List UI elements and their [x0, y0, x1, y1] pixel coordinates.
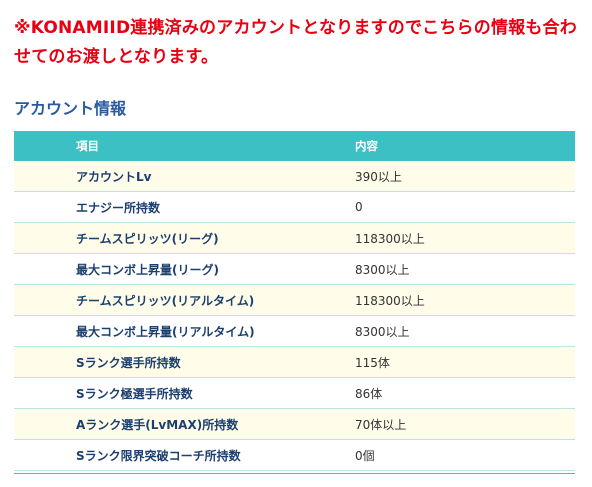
- table-row: 最大コンボ上昇量(リーグ) 8300以上: [14, 253, 575, 285]
- row-value: 118300以上: [293, 222, 575, 254]
- account-info-table: 項目 内容 アカウントLv 390以上 エナジー所持数 0 チームスピリッツ(リ…: [14, 131, 575, 471]
- row-value: 118300以上: [293, 284, 575, 316]
- table-row: チームスピリッツ(リーグ) 118300以上: [14, 222, 575, 254]
- table-row: エナジー所持数 0: [14, 191, 575, 223]
- table-row: Sランク選手所持数 115体: [14, 346, 575, 378]
- header-content: 内容: [293, 131, 575, 161]
- table-row: アカウントLv 390以上: [14, 161, 575, 192]
- table-row: Aランク選手(LvMAX)所持数 70体以上: [14, 408, 575, 440]
- row-label: チームスピリッツ(リーグ): [14, 222, 293, 254]
- table-row: 最大コンボ上昇量(リアルタイム) 8300以上: [14, 315, 575, 347]
- table-row: チームスピリッツ(リアルタイム) 118300以上: [14, 284, 575, 316]
- account-notice: ※KONAMIID連携済みのアカウントとなりますのでこちらの情報も合わせてのお渡…: [14, 18, 577, 67]
- row-value: 70体以上: [293, 408, 575, 440]
- table-header-row: 項目 内容: [14, 131, 575, 161]
- row-value: 115体: [293, 346, 575, 378]
- row-value: 86体: [293, 377, 575, 409]
- row-label: 最大コンボ上昇量(リアルタイム): [14, 315, 293, 347]
- row-value: 8300以上: [293, 315, 575, 347]
- header-item: 項目: [14, 131, 293, 161]
- table-row: Sランク限界突破コーチ所持数 0個: [14, 439, 575, 471]
- section-title: アカウント情報: [14, 99, 127, 118]
- table-row: Sランク極選手所持数 86体: [14, 377, 575, 409]
- row-label: エナジー所持数: [14, 191, 293, 223]
- row-label: 最大コンボ上昇量(リーグ): [14, 253, 293, 285]
- row-label: Sランク選手所持数: [14, 346, 293, 378]
- row-value: 8300以上: [293, 253, 575, 285]
- row-label: アカウントLv: [14, 161, 293, 192]
- account-info-table-container: 項目 内容 アカウントLv 390以上 エナジー所持数 0 チームスピリッツ(リ…: [14, 131, 575, 474]
- row-value: 390以上: [293, 161, 575, 192]
- row-label: Sランク限界突破コーチ所持数: [14, 439, 293, 471]
- row-label: Sランク極選手所持数: [14, 377, 293, 409]
- row-label: チームスピリッツ(リアルタイム): [14, 284, 293, 316]
- row-value: 0: [293, 191, 575, 223]
- row-value: 0個: [293, 439, 575, 471]
- row-label: Aランク選手(LvMAX)所持数: [14, 408, 293, 440]
- table-bottom-divider: [14, 473, 575, 474]
